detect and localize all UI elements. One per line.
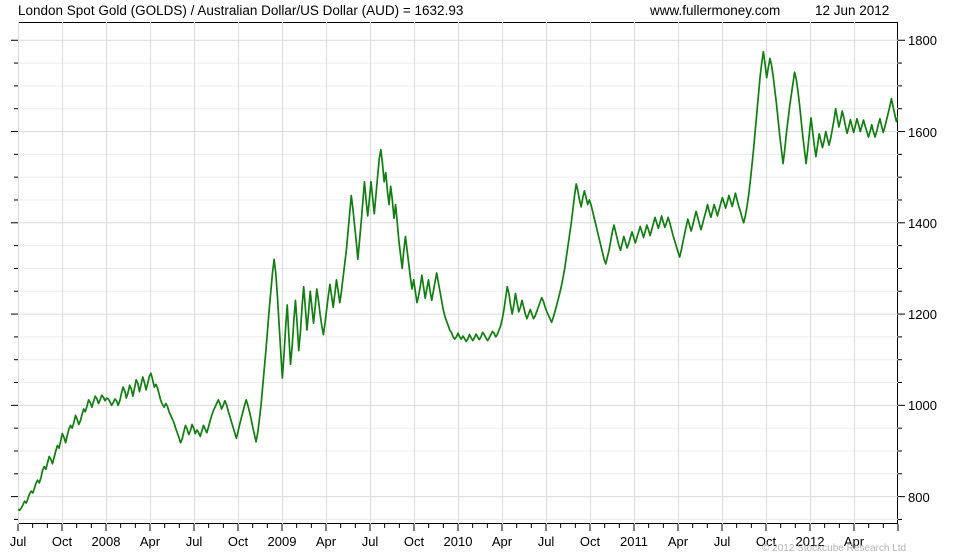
y-axis-tick-label: 1400: [908, 215, 937, 231]
x-axis-tick-label: 2008: [91, 534, 121, 549]
x-axis-tick-label: 2012: [795, 534, 825, 549]
gridlines: [18, 22, 898, 524]
x-axis-tick-label: 2009: [267, 534, 297, 549]
x-axis-tick-label: Jul: [9, 534, 27, 549]
x-axis-tick-label: Oct: [403, 534, 425, 549]
y-axis-tick-label: 1200: [908, 307, 937, 323]
x-axis-tick-label: Apr: [315, 534, 337, 549]
x-axis-tick-label: 2011: [620, 534, 648, 549]
x-axis-tick-label: Oct: [755, 534, 777, 549]
copyright-notice: © 2012 Stockcube Research Ltd: [762, 543, 907, 554]
x-axis-tick-label: Oct: [579, 534, 601, 549]
price-series-line: [18, 50, 898, 512]
x-axis-tick-label: Jul: [713, 534, 731, 549]
chart-header: London Spot Gold (GOLDS) / Australian Do…: [0, 0, 980, 22]
x-axis-tick-label: Apr: [667, 534, 689, 549]
source-website-label: www.fullermoney.com: [650, 3, 781, 18]
x-axis-tick-label: Jul: [185, 534, 203, 549]
x-axis-tick-label: Apr: [491, 534, 513, 549]
x-axis-tick-label: Apr: [139, 534, 161, 549]
y-axis-tick-label: 1800: [908, 33, 937, 49]
x-axis-tick-label: Oct: [51, 534, 73, 549]
x-axis-tick-label: Jul: [537, 534, 555, 549]
x-axis-tick-label: 2010: [443, 534, 473, 549]
x-axis-tick-label: Jul: [361, 534, 379, 549]
y-axis-tick-label: 1600: [908, 124, 937, 140]
y-axis-tick-label: 1000: [908, 398, 937, 414]
page-title: London Spot Gold (GOLDS) / Australian Do…: [18, 3, 464, 18]
x-axis-tick-label: Apr: [843, 534, 865, 549]
x-axis-tick-label: Oct: [227, 534, 249, 549]
y-axis-tick-label: 800: [908, 489, 930, 505]
plot-area: [18, 22, 898, 524]
as-of-date-label: 12 Jun 2012: [815, 3, 890, 18]
